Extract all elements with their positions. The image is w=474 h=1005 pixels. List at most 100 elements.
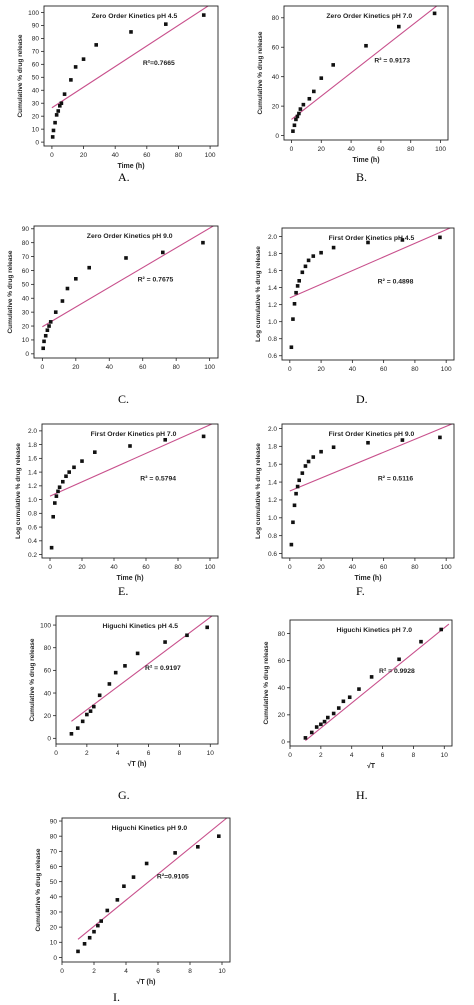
data-point-g-1 [75, 726, 80, 730]
data-point-e-9 [72, 465, 76, 470]
panel-caption-e: E. [118, 584, 129, 598]
data-point-e-11 [93, 450, 97, 454]
data-point-a-10 [81, 57, 86, 61]
x-tick-label-i-2: 4 [124, 968, 128, 975]
data-point-h-1 [309, 730, 314, 735]
data-point-g-8 [113, 670, 118, 675]
data-point-a-0 [50, 135, 55, 139]
data-point-h-12 [397, 657, 401, 662]
y-axis-label-c: Cumulative % drug release [7, 250, 14, 333]
data-point-e-3 [54, 494, 59, 498]
plot-frame-i [61, 817, 231, 963]
data-point-g-4 [88, 709, 93, 713]
y-tick-label-e-8: 1.8 [28, 442, 37, 449]
y-tick-label-c-0: 0 [25, 351, 29, 358]
y-tick-label-f-6: 1.8 [268, 444, 277, 451]
panel-caption-g: G. [118, 788, 130, 802]
x-tick-label-h-2: 4 [350, 752, 354, 759]
y-tick-label-i-0: 0 [53, 955, 57, 962]
x-axis-label-e: Time (h) [116, 575, 143, 582]
panel-caption-i: I. [113, 990, 120, 1004]
data-point-i-9 [131, 875, 136, 879]
data-point-i-4 [96, 923, 100, 928]
data-point-f-3 [294, 491, 298, 496]
y-tick-label-g-2: 40 [44, 690, 52, 697]
r-squared-annotation-b: R² = 0.9173 [374, 57, 410, 64]
y-tick-label-c-1: 10 [22, 337, 30, 344]
y-tick-label-g-1: 20 [44, 713, 52, 720]
data-point-b-12 [397, 24, 401, 29]
data-point-b-11 [364, 43, 368, 48]
x-tick-label-c-1: 20 [72, 364, 80, 371]
r-squared-annotation-f: R² = 0.5116 [378, 475, 414, 482]
data-point-d-6 [300, 270, 305, 275]
data-point-c-13 [201, 240, 205, 245]
data-point-a-11 [94, 43, 98, 47]
y-tick-label-e-2: 0.6 [28, 524, 37, 531]
data-point-d-12 [366, 240, 370, 245]
y-tick-label-g-3: 60 [44, 668, 52, 675]
chart-title-c: Zero Order Kinetics pH 9.0 [87, 233, 173, 240]
data-point-c-6 [53, 310, 58, 314]
data-point-d-9 [311, 254, 316, 258]
y-tick-label-c-9: 90 [22, 226, 30, 233]
data-point-a-9 [73, 65, 78, 69]
data-point-a-5 [58, 104, 62, 108]
y-tick-label-e-9: 2.0 [28, 428, 37, 435]
fit-line-b [291, 6, 438, 120]
panel-h: 0 2 4 6 8 10 0 20 40 60 80 Higuchi Kinetics pH 7.0 R… [263, 619, 453, 770]
data-point-f-2 [292, 503, 297, 508]
chart-title-d: First Order Kinetics pH 4.5 [329, 235, 415, 242]
x-axis-label-g: √T (h) [127, 760, 146, 768]
data-point-g-12 [185, 633, 189, 638]
data-point-c-12 [161, 250, 165, 255]
y-tick-label-h-4: 80 [278, 631, 286, 638]
y-tick-label-d-3: 1.2 [268, 302, 277, 309]
y-tick-label-c-5: 50 [22, 282, 30, 289]
data-point-f-13 [400, 438, 405, 442]
data-point-a-2 [53, 120, 57, 125]
y-tick-label-d-4: 1.4 [268, 285, 277, 292]
y-axis-label-e: Log cumulative % drug release [15, 443, 22, 539]
data-point-c-4 [47, 324, 51, 328]
y-tick-label-g-0: 0 [47, 736, 51, 743]
data-point-b-13 [432, 11, 437, 16]
y-tick-label-h-0: 0 [281, 739, 285, 746]
y-axis-label-g: Cumulative % drug release [29, 638, 36, 721]
data-point-b-1 [292, 123, 297, 128]
panel-caption-c: C. [118, 392, 130, 406]
data-point-i-8 [122, 884, 126, 889]
data-point-h-7 [336, 706, 341, 710]
y-tick-label-e-5: 1.2 [28, 483, 37, 490]
x-tick-label-i-3: 6 [156, 968, 160, 975]
y-axis-label-a: Cumulative % drug release [17, 34, 24, 117]
data-point-c-2 [43, 333, 48, 338]
x-tick-label-f-1: 20 [317, 564, 325, 571]
x-tick-label-h-4: 8 [412, 752, 416, 759]
data-point-e-14 [201, 434, 206, 439]
x-tick-label-f-2: 40 [349, 564, 357, 571]
y-tick-label-d-5: 1.6 [268, 268, 277, 275]
x-tick-label-e-1: 20 [78, 564, 86, 571]
data-point-b-9 [319, 76, 324, 80]
y-tick-label-h-2: 40 [278, 685, 286, 692]
data-point-g-0 [69, 732, 74, 736]
x-tick-label-i-1: 2 [92, 968, 96, 975]
r-squared-annotation-g: R² = 0.9197 [145, 665, 181, 672]
x-tick-label-f-5: 100 [441, 564, 452, 571]
data-point-h-4 [322, 719, 327, 724]
data-point-c-8 [65, 286, 70, 291]
x-tick-label-c-0: 0 [41, 364, 45, 371]
x-tick-label-a-5: 100 [205, 152, 216, 159]
x-tick-label-d-0: 0 [288, 366, 292, 373]
fit-line-g [71, 616, 213, 722]
data-point-g-2 [80, 719, 85, 724]
data-point-c-1 [42, 339, 46, 344]
y-tick-label-b-0: 0 [275, 133, 279, 140]
y-tick-label-i-1: 10 [50, 940, 58, 947]
x-tick-label-i-0: 0 [60, 968, 64, 975]
data-point-i-5 [99, 919, 103, 923]
data-point-e-1 [51, 514, 55, 519]
data-point-f-4 [295, 484, 300, 489]
data-point-a-3 [54, 113, 59, 117]
